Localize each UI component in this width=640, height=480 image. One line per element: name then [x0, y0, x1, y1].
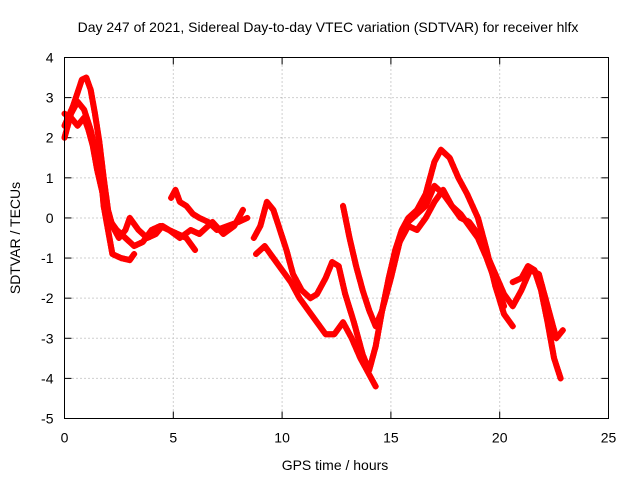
series-plus-markers	[168, 186, 251, 233]
x-tick-label: 5	[169, 430, 177, 446]
y-tick-label: 0	[46, 210, 54, 226]
data-series	[61, 74, 566, 390]
series-plus-markers	[61, 74, 199, 254]
series-plus-markers	[250, 146, 516, 374]
y-tick-label: -2	[41, 290, 54, 306]
series-satellite-pass-4	[168, 186, 251, 233]
y-tick-label: 3	[46, 90, 54, 106]
series-plus-markers	[509, 263, 564, 382]
y-tick-label: 4	[46, 50, 54, 66]
y-tick-label: -1	[41, 250, 54, 266]
series-satellite-pass-6	[252, 243, 379, 390]
series-satellite-pass-5	[250, 146, 516, 374]
series-plus-markers	[253, 243, 379, 390]
x-tick-label: 25	[601, 430, 617, 446]
y-tick-label: 1	[46, 170, 54, 186]
x-tick-label: 20	[492, 430, 508, 446]
chart-title: Day 247 of 2021, Sidereal Day-to-day VTE…	[78, 19, 579, 35]
x-tick-label: 15	[383, 430, 399, 446]
x-tick-label: 0	[61, 430, 69, 446]
y-tick-label: 2	[46, 130, 54, 146]
x-tick-label: 10	[274, 430, 290, 446]
tick-labels: 0 5 10 15 20 25 -5 -4 -3 -2 -1 0 1 2 3 4	[41, 50, 616, 446]
plot-frame	[64, 57, 609, 419]
y-tick-label: -3	[41, 330, 54, 346]
series-trace	[250, 146, 516, 374]
y-tick-label: -4	[41, 370, 54, 386]
series-satellite-pass-7	[340, 182, 508, 330]
grid	[64, 57, 609, 419]
y-axis-title: SDTVAR / TECUs	[7, 182, 23, 294]
y-tick-label: -5	[41, 411, 54, 427]
x-axis-title: GPS time / hours	[282, 457, 389, 473]
series-satellite-pass-9	[509, 263, 564, 382]
series-satellite-pass-1	[61, 74, 199, 254]
